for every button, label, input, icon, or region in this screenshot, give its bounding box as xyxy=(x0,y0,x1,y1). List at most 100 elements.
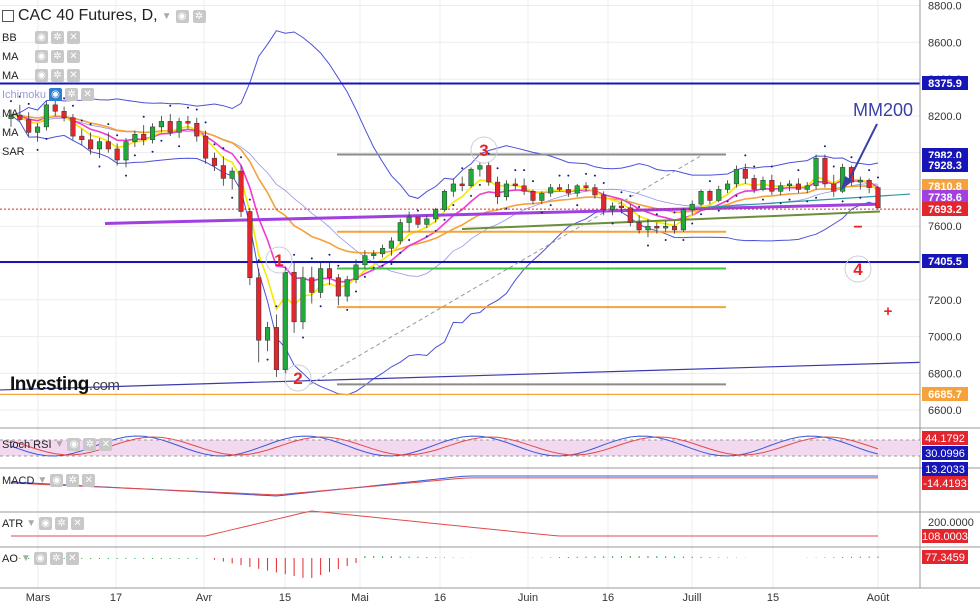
gear-icon[interactable]: ✲ xyxy=(65,88,79,101)
candle-body[interactable] xyxy=(601,194,607,210)
stoch-rsi-pane-label[interactable]: Stoch RSI ▼ ◉ ✲ ✕ xyxy=(2,438,113,451)
candle-body[interactable] xyxy=(114,148,120,161)
candle-body[interactable] xyxy=(786,183,793,187)
chevron-down-icon[interactable]: ▼ xyxy=(161,10,172,22)
gear-icon[interactable]: ✲ xyxy=(192,9,206,23)
candle-body[interactable] xyxy=(203,135,209,159)
eye-icon[interactable]: ◉ xyxy=(39,517,53,530)
candle-body[interactable] xyxy=(556,187,563,190)
price-label-box[interactable] xyxy=(922,190,968,204)
candle-body[interactable] xyxy=(194,122,200,137)
candle-body[interactable] xyxy=(70,117,76,137)
eye-icon[interactable]: ◉ xyxy=(50,474,64,487)
candle-body[interactable] xyxy=(804,185,810,190)
eye-icon[interactable]: ◉ xyxy=(49,88,63,101)
eye-icon[interactable]: ◉ xyxy=(35,31,48,44)
candle-body[interactable] xyxy=(707,191,713,201)
candle-body[interactable] xyxy=(43,104,49,128)
chevron-down-icon[interactable]: ▼ xyxy=(26,518,37,529)
price-label-box[interactable] xyxy=(922,158,968,172)
candle-body[interactable] xyxy=(548,187,554,194)
candle-body[interactable] xyxy=(335,277,341,297)
indicator-row-sar[interactable]: SAR xyxy=(2,142,206,161)
candle-body[interactable] xyxy=(415,216,421,225)
candle-body[interactable] xyxy=(539,192,545,201)
candle-body[interactable] xyxy=(132,134,138,142)
eye-icon[interactable]: ◉ xyxy=(175,9,189,23)
candle-body[interactable] xyxy=(17,114,23,120)
gear-icon[interactable]: ✲ xyxy=(49,552,63,565)
candle-body[interactable] xyxy=(309,277,315,293)
eye-icon[interactable]: ◉ xyxy=(67,438,81,451)
candle-body[interactable] xyxy=(273,327,279,370)
eye-icon[interactable]: ◉ xyxy=(35,69,48,82)
candle-body[interactable] xyxy=(610,205,616,210)
close-icon[interactable]: ✕ xyxy=(71,517,85,530)
candle-body[interactable] xyxy=(220,165,226,179)
price-label-box[interactable] xyxy=(922,179,968,193)
gear-icon[interactable]: ✲ xyxy=(55,517,69,530)
gear-icon[interactable]: ✲ xyxy=(51,50,64,63)
trendline-teal[interactable] xyxy=(699,193,911,209)
candle-body[interactable] xyxy=(689,203,695,210)
candle-body[interactable] xyxy=(353,264,359,280)
candle-body[interactable] xyxy=(176,121,182,133)
atr-pane-label[interactable]: ATR ▼ ◉ ✲ ✕ xyxy=(2,517,85,530)
candle-body[interactable] xyxy=(495,181,501,198)
candle-body[interactable] xyxy=(52,104,58,112)
close-icon[interactable]: ✕ xyxy=(99,438,113,451)
candle-body[interactable] xyxy=(291,271,297,323)
candle-body[interactable] xyxy=(450,183,456,192)
candle-body[interactable] xyxy=(141,134,147,141)
trendline-lower[interactable] xyxy=(0,361,921,391)
candle-body[interactable] xyxy=(751,178,757,190)
candle-body[interactable] xyxy=(8,114,14,119)
close-icon[interactable]: ✕ xyxy=(81,88,95,101)
chevron-down-icon[interactable]: ▼ xyxy=(37,475,48,486)
price-label-box[interactable] xyxy=(922,387,968,401)
candle-body[interactable] xyxy=(618,205,624,209)
candle-body[interactable] xyxy=(875,187,881,209)
indicator-row-ma2[interactable]: MA ◉ ✲ ✕ xyxy=(2,66,206,85)
candle-body[interactable] xyxy=(34,126,41,133)
ao-pane-label[interactable]: AO ▼ ◉ ✲ ✕ xyxy=(2,552,79,565)
candle-body[interactable] xyxy=(282,271,288,370)
candle-body[interactable] xyxy=(397,222,403,242)
candle-body[interactable] xyxy=(247,211,253,278)
candle-body[interactable] xyxy=(725,183,731,190)
candle-body[interactable] xyxy=(512,183,518,187)
candle-body[interactable] xyxy=(831,183,837,192)
close-icon[interactable]: ✕ xyxy=(67,50,80,63)
candle-body[interactable] xyxy=(857,180,863,183)
candle-body[interactable] xyxy=(300,277,306,323)
candle-body[interactable] xyxy=(238,170,244,212)
indicator-row-ma4[interactable]: MA xyxy=(2,123,206,142)
candle-body[interactable] xyxy=(406,216,412,223)
candle-body[interactable] xyxy=(185,121,191,124)
candle-body[interactable] xyxy=(663,225,669,229)
candle-body[interactable] xyxy=(433,209,439,220)
candle-body[interactable] xyxy=(96,141,103,150)
close-icon[interactable]: ✕ xyxy=(67,31,80,44)
chevron-down-icon[interactable]: ▼ xyxy=(54,439,65,450)
candle-body[interactable] xyxy=(521,185,527,192)
gear-icon[interactable]: ✲ xyxy=(83,438,97,451)
candle-body[interactable] xyxy=(742,168,748,179)
candle-body[interactable] xyxy=(26,119,32,133)
candle-body[interactable] xyxy=(530,191,536,201)
macd-pane-label[interactable]: MACD ▼ ◉ ✲ ✕ xyxy=(2,474,96,487)
chevron-down-icon[interactable]: ▼ xyxy=(20,553,31,564)
candle-body[interactable] xyxy=(680,209,686,231)
indicator-row-bb[interactable]: BB ◉ ✲ ✕ xyxy=(2,28,206,47)
candle-body[interactable] xyxy=(88,139,94,150)
candle-body[interactable] xyxy=(265,327,271,341)
candle-body[interactable] xyxy=(105,141,111,150)
collapse-icon[interactable] xyxy=(2,10,14,22)
candle-body[interactable] xyxy=(654,225,660,229)
candle-body[interactable] xyxy=(636,222,642,231)
candle-body[interactable] xyxy=(583,185,589,188)
candle-body[interactable] xyxy=(380,248,386,255)
candle-body[interactable] xyxy=(795,183,801,190)
gear-icon[interactable]: ✲ xyxy=(51,69,64,82)
candle-body[interactable] xyxy=(79,135,85,141)
